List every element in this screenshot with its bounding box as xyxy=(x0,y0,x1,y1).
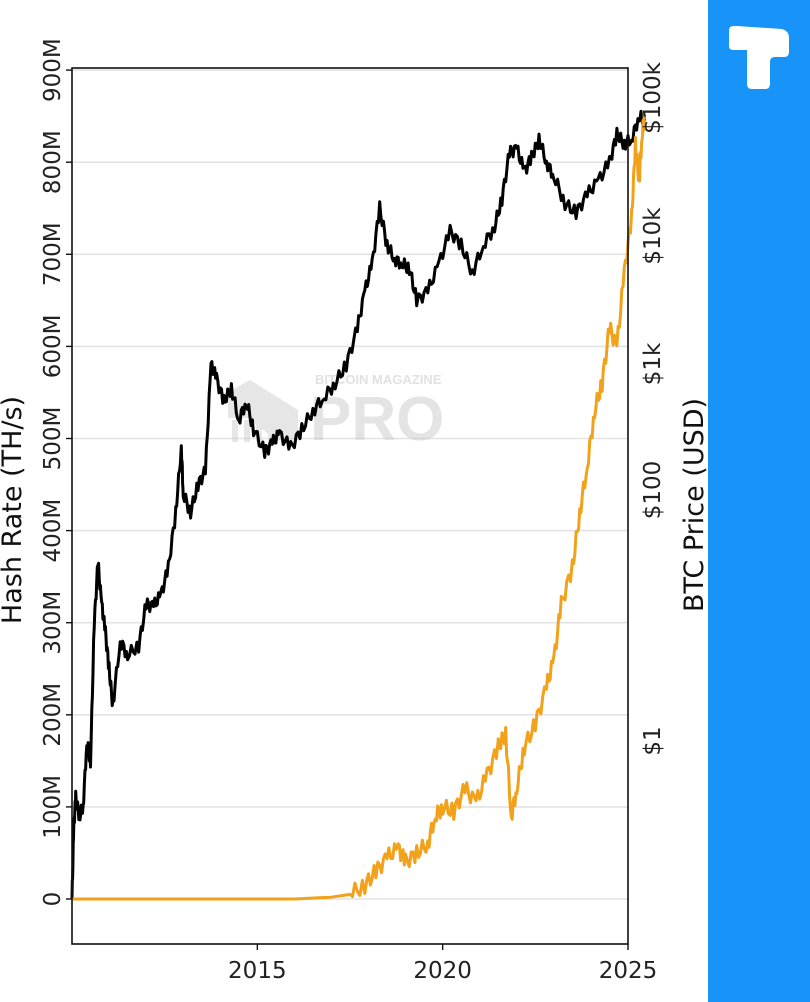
x-tick-label: 2025 xyxy=(599,958,658,984)
right-tick-label: $100 xyxy=(640,461,666,520)
brand-sidebar xyxy=(708,0,810,1002)
left-tick-label: 300M xyxy=(40,591,66,655)
left-tick-label: 200M xyxy=(40,683,66,747)
plot-frame xyxy=(71,67,629,945)
left-axis-ticks: 900M 800M 700M 600M 500M 400M 300M 200M 100M 0 xyxy=(40,38,72,906)
hash-rate-line xyxy=(70,109,647,900)
left-tick-label: 400M xyxy=(40,499,66,563)
right-tick-label: $1 xyxy=(640,726,666,755)
right-tick-label: $1k xyxy=(640,342,666,385)
watermark-line2: PRO xyxy=(310,385,444,454)
series-group xyxy=(70,109,647,901)
left-tick-label: 500M xyxy=(40,407,66,471)
left-tick-label: 800M xyxy=(40,130,66,194)
left-axis-title: Hash Rate (TH/s) xyxy=(0,396,28,624)
btc-price-line xyxy=(72,112,647,901)
x-tick-label: 2020 xyxy=(413,958,472,984)
t-logo-icon xyxy=(729,26,789,89)
right-axis-ticks: $100k $10k $1k $100 $1 xyxy=(640,61,666,755)
x-tick-label: 2015 xyxy=(228,958,287,984)
grid-lines xyxy=(72,69,628,900)
right-tick-label: $100k xyxy=(640,61,666,134)
left-tick-label: 600M xyxy=(40,315,66,379)
watermark: BITCOIN MAGAZINE PRO xyxy=(228,372,444,454)
left-tick-label: 100M xyxy=(40,775,66,839)
watermark-line1: BITCOIN MAGAZINE xyxy=(315,372,442,387)
watermark-mark-icon xyxy=(228,380,298,442)
left-tick-label: 900M xyxy=(40,38,66,102)
x-axis-ticks: 2015 2020 2025 xyxy=(228,944,657,984)
chart: BITCOIN MAGAZINE PRO 900M 800M 700M 600M 500… xyxy=(0,38,708,984)
right-tick-label: $10k xyxy=(640,207,666,265)
right-axis-title: BTC Price (USD) xyxy=(679,398,708,612)
left-tick-label: 700M xyxy=(40,222,66,286)
left-tick-label: 0 xyxy=(40,892,66,907)
